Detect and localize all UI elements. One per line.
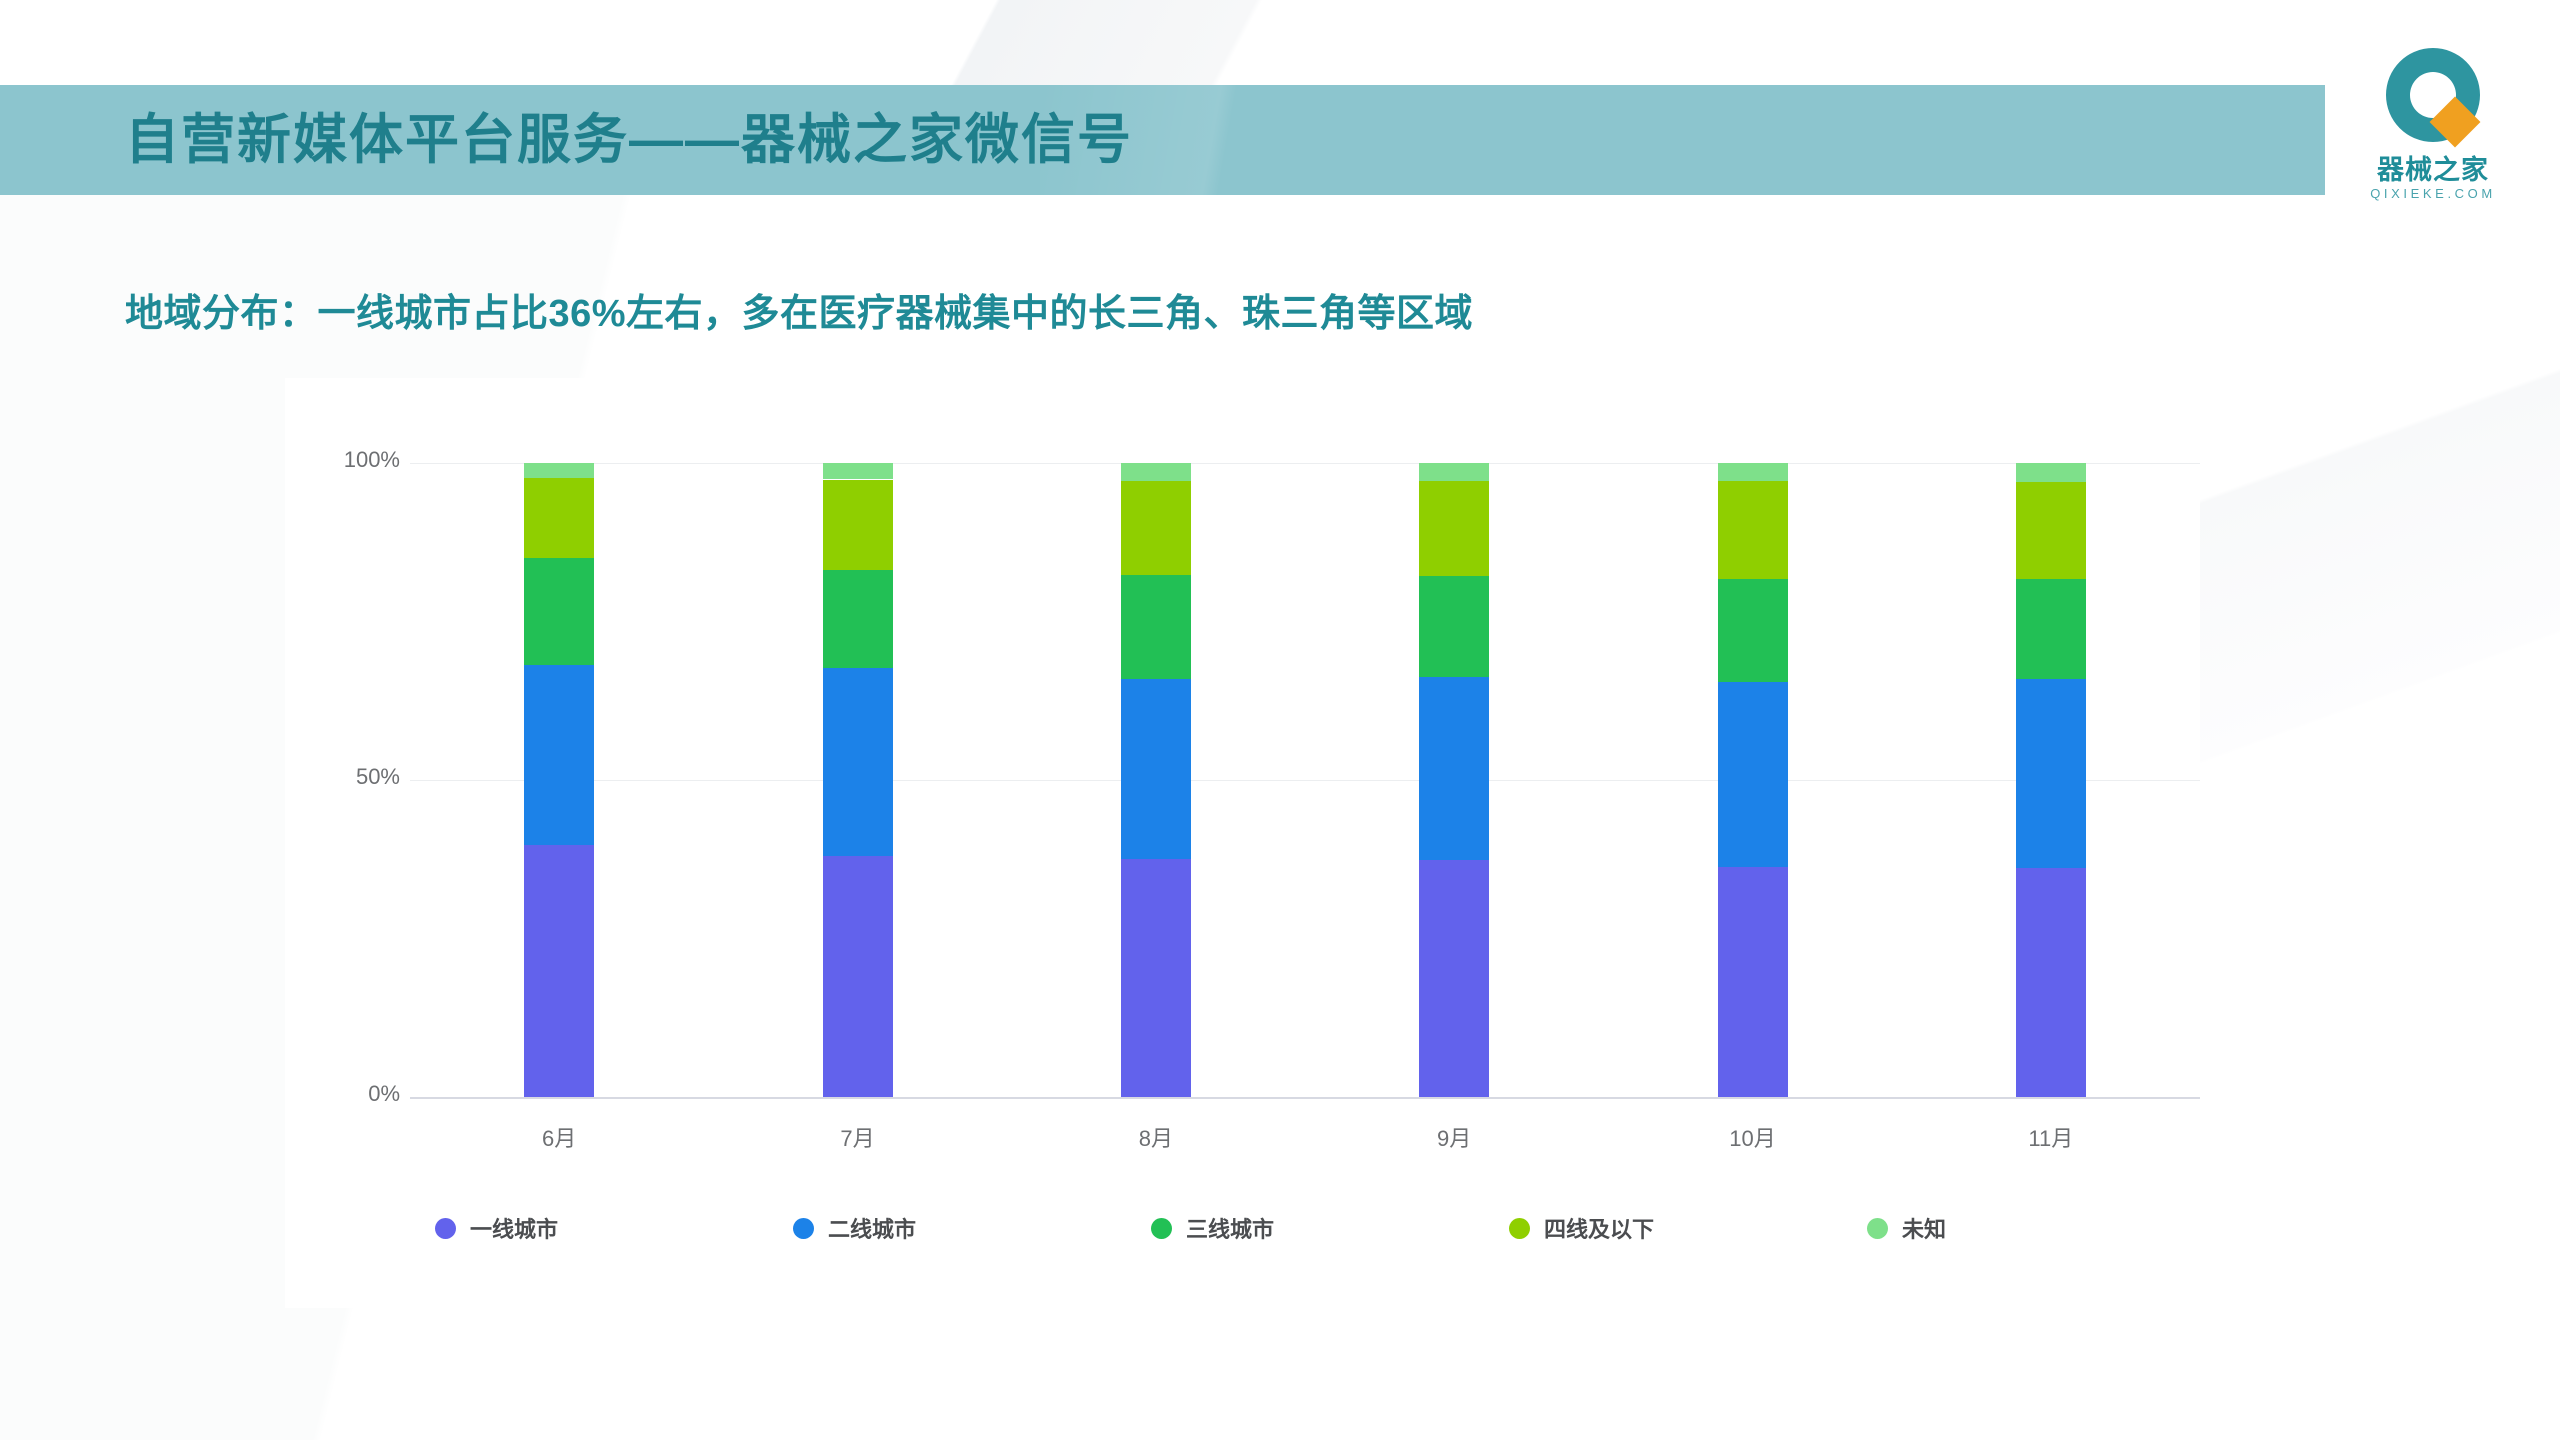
legend-label: 未知: [1902, 1217, 1947, 1242]
bar-segment[interactable]: [2015, 678, 2086, 868]
logo-domain: QIXIEKE.COM: [2370, 186, 2496, 201]
legend-item[interactable]: 未知: [1867, 1208, 1946, 1248]
bar-segment[interactable]: [1419, 480, 1490, 576]
bar-series-container: [410, 378, 2200, 1308]
x-axis-tick-label: 11月: [2028, 1126, 2074, 1151]
legend-item[interactable]: 三线城市: [1151, 1208, 1274, 1248]
bar-segment[interactable]: [1717, 681, 1788, 867]
chart-legend: 一线城市 二线城市 三线城市 四线及以下 未知: [410, 1208, 2200, 1248]
legend-item[interactable]: 一线城市: [435, 1208, 558, 1248]
bar-segment[interactable]: [822, 668, 893, 857]
legend-label: 三线城市: [1186, 1217, 1275, 1242]
legend-color-dot-icon: [1509, 1217, 1530, 1239]
x-axis-tick-label: 8月: [1138, 1126, 1173, 1151]
bar-segment[interactable]: [822, 856, 893, 1097]
section-subtitle: 地域分布：一线城市占比36%左右，多在医疗器械集中的长三角、珠三角等区域: [125, 293, 1474, 335]
bar-segment[interactable]: [524, 665, 595, 846]
legend-color-dot-icon: [1151, 1217, 1172, 1239]
bar-stack[interactable]: [1120, 463, 1191, 1097]
bar-segment[interactable]: [1419, 676, 1490, 860]
stacked-bar-chart: 0% 50% 100% 6月 7月 8月 9月 10月 11月一线城市 二线城市 三线城市 四线及以下…: [285, 378, 2200, 1308]
bar-segment[interactable]: [1419, 575, 1490, 677]
legend-item[interactable]: 四线及以下: [1509, 1208, 1654, 1248]
bar-segment[interactable]: [524, 845, 595, 1097]
x-axis-tick-label: 9月: [1437, 1126, 1472, 1151]
bar-segment[interactable]: [822, 569, 893, 669]
legend-label: 二线城市: [828, 1217, 917, 1242]
legend-item[interactable]: 二线城市: [793, 1208, 916, 1248]
bar-segment[interactable]: [2015, 463, 2086, 483]
bar-segment[interactable]: [1419, 859, 1490, 1097]
q-ring-logo-icon: [2386, 48, 2481, 148]
bar-segment[interactable]: [1120, 678, 1191, 860]
bar-segment[interactable]: [524, 558, 595, 666]
page-title: 自营新媒体平台服务——器械之家微信号: [125, 110, 1133, 170]
bar-segment[interactable]: [1419, 463, 1490, 481]
bar-segment[interactable]: [822, 479, 893, 570]
bar-segment[interactable]: [1120, 463, 1191, 482]
bar-segment[interactable]: [1120, 859, 1191, 1097]
bar-segment[interactable]: [1120, 481, 1191, 576]
brand-logo: 器械之家 QIXIEKE.COM: [2358, 42, 2508, 210]
bar-stack[interactable]: [822, 463, 893, 1097]
chart-card: 0% 50% 100% 6月 7月 8月 9月 10月 11月一线城市 二线城市 三线城市 四线及以下…: [285, 378, 2200, 1308]
bar-segment[interactable]: [2015, 867, 2086, 1097]
legend-color-dot-icon: [435, 1217, 456, 1239]
bar-stack[interactable]: [1717, 463, 1788, 1097]
x-axis-tick-label: 10月: [1729, 1126, 1776, 1151]
x-axis-tick-label: 6月: [542, 1126, 577, 1151]
bar-stack[interactable]: [1419, 463, 1490, 1097]
legend-color-dot-icon: [1867, 1217, 1888, 1239]
bar-segment[interactable]: [1717, 463, 1788, 481]
bar-stack[interactable]: [2015, 463, 2086, 1097]
bar-segment[interactable]: [524, 478, 595, 559]
logo-chinese-name: 器械之家: [2377, 155, 2489, 185]
y-axis-tick-label: 50%: [355, 764, 400, 789]
legend-label: 一线城市: [470, 1217, 559, 1242]
bar-segment[interactable]: [822, 463, 893, 480]
bar-segment[interactable]: [1717, 579, 1788, 682]
legend-label: 四线及以下: [1544, 1217, 1655, 1242]
bar-stack[interactable]: [524, 463, 595, 1097]
bar-segment[interactable]: [2015, 579, 2086, 679]
bar-segment[interactable]: [1717, 866, 1788, 1097]
y-axis-tick-label: 0%: [368, 1081, 400, 1106]
bar-segment[interactable]: [1717, 480, 1788, 580]
legend-color-dot-icon: [793, 1217, 814, 1239]
bar-segment[interactable]: [1120, 575, 1191, 679]
x-axis-tick-label: 7月: [840, 1126, 875, 1151]
bar-segment[interactable]: [524, 463, 595, 479]
y-axis-tick-label: 100%: [343, 447, 400, 472]
bar-segment[interactable]: [2015, 482, 2086, 580]
